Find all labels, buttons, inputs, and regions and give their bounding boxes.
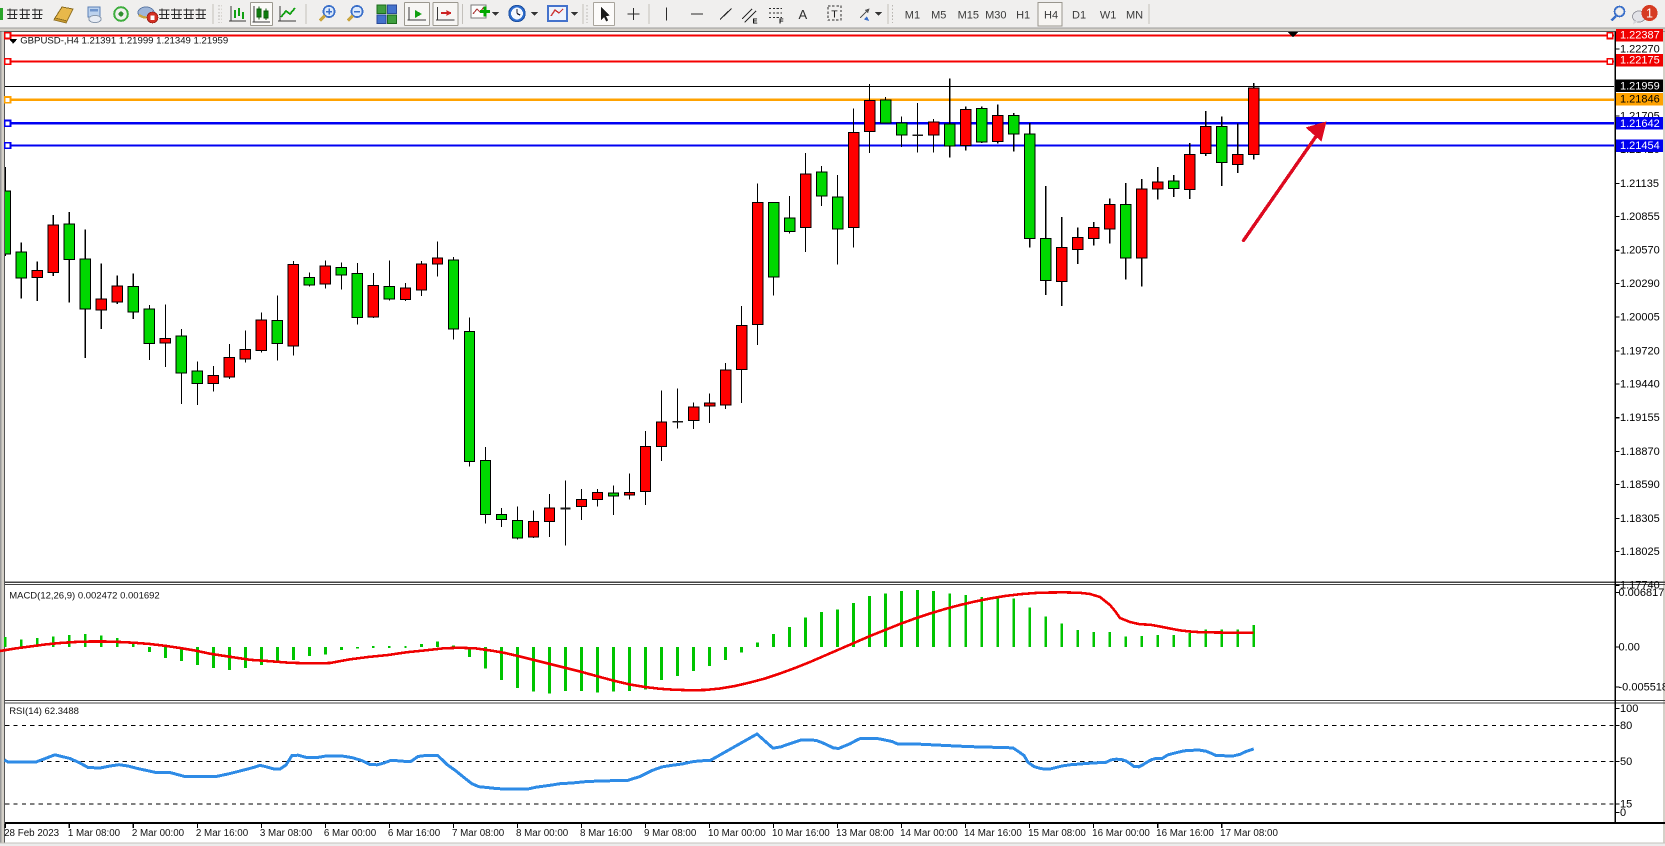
svg-text:1.21959: 1.21959 (1620, 80, 1660, 92)
svg-text:M1: M1 (905, 10, 920, 22)
svg-text:9 Mar 08:00: 9 Mar 08:00 (644, 828, 697, 839)
svg-text:2 Mar 16:00: 2 Mar 16:00 (196, 828, 249, 839)
svg-text:14 Mar 16:00: 14 Mar 16:00 (964, 828, 1022, 839)
svg-text:1.19155: 1.19155 (1620, 412, 1660, 424)
svg-text:8 Mar 00:00: 8 Mar 00:00 (516, 828, 569, 839)
svg-text:8 Mar 16:00: 8 Mar 16:00 (580, 828, 633, 839)
svg-text:RSI(14) 62.3488: RSI(14) 62.3488 (9, 706, 79, 717)
svg-text:1.20855: 1.20855 (1620, 211, 1660, 223)
svg-text:0.006817: 0.006817 (1619, 587, 1665, 599)
svg-text:1.17740: 1.17740 (1620, 580, 1660, 592)
svg-text:80: 80 (1620, 720, 1632, 732)
svg-text:3 Mar 08:00: 3 Mar 08:00 (260, 828, 313, 839)
svg-text:10 Mar 00:00: 10 Mar 00:00 (708, 828, 766, 839)
svg-text:W1: W1 (1100, 10, 1117, 22)
svg-text:13 Mar 08:00: 13 Mar 08:00 (836, 828, 894, 839)
svg-text:E: E (753, 17, 758, 26)
svg-text:10 Mar 16:00: 10 Mar 16:00 (772, 828, 830, 839)
svg-text:1.21642: 1.21642 (1620, 118, 1660, 130)
svg-text:15 Mar 08:00: 15 Mar 08:00 (1028, 828, 1086, 839)
svg-text:15: 15 (1620, 798, 1632, 810)
svg-text:H1: H1 (1016, 10, 1030, 22)
svg-text:1.22175: 1.22175 (1620, 55, 1660, 67)
svg-text:0.00: 0.00 (1619, 641, 1640, 653)
svg-text:6 Mar 16:00: 6 Mar 16:00 (388, 828, 441, 839)
svg-text:1.22270: 1.22270 (1620, 44, 1660, 56)
svg-text:GBPUSD-,H4 1.21391 1.21999 1.: GBPUSD-,H4 1.21391 1.21999 1.21349 1.219… (20, 36, 228, 47)
svg-text:28 Feb 2023: 28 Feb 2023 (4, 828, 60, 839)
svg-text:0: 0 (1620, 807, 1626, 819)
svg-text:6 Mar 00:00: 6 Mar 00:00 (324, 828, 377, 839)
svg-text:1.21846: 1.21846 (1620, 94, 1660, 106)
svg-text:1.19440: 1.19440 (1620, 379, 1660, 391)
svg-text:50: 50 (1620, 756, 1632, 768)
svg-text:1.18870: 1.18870 (1620, 446, 1660, 458)
svg-text:T: T (831, 9, 838, 21)
svg-text:D1: D1 (1072, 10, 1086, 22)
svg-text:F: F (779, 17, 784, 26)
svg-text:MN: MN (1126, 10, 1143, 22)
svg-text:1.20290: 1.20290 (1620, 278, 1660, 290)
svg-text:1.20570: 1.20570 (1620, 245, 1660, 257)
svg-text:-0.005518: -0.005518 (1619, 682, 1665, 694)
svg-text:16 Mar 00:00: 16 Mar 00:00 (1092, 828, 1150, 839)
svg-text:1.22387: 1.22387 (1620, 30, 1660, 42)
svg-text:MACD(12,26,9) 0.002472 0.00169: MACD(12,26,9) 0.002472 0.001692 (9, 591, 160, 602)
svg-text:1.19720: 1.19720 (1620, 345, 1660, 357)
svg-text:A: A (799, 7, 808, 22)
svg-text:100: 100 (1620, 703, 1638, 715)
svg-text:1.21135: 1.21135 (1620, 178, 1659, 190)
svg-text:1.20005: 1.20005 (1620, 312, 1660, 324)
svg-text:7 Mar 08:00: 7 Mar 08:00 (452, 828, 505, 839)
svg-text:16 Mar 16:00: 16 Mar 16:00 (1156, 828, 1214, 839)
svg-text:1: 1 (1646, 6, 1653, 20)
svg-text:1.21454: 1.21454 (1620, 140, 1660, 152)
svg-text:M30: M30 (985, 10, 1006, 22)
svg-text:1 Mar 08:00: 1 Mar 08:00 (68, 828, 121, 839)
svg-text:14 Mar 00:00: 14 Mar 00:00 (900, 828, 958, 839)
svg-text:M15: M15 (958, 10, 979, 22)
svg-text:2 Mar 00:00: 2 Mar 00:00 (132, 828, 185, 839)
svg-text:1.18590: 1.18590 (1620, 479, 1660, 491)
svg-text:M5: M5 (931, 10, 946, 22)
svg-text:H4: H4 (1044, 10, 1058, 22)
svg-text:1.18305: 1.18305 (1620, 513, 1660, 525)
svg-text:17 Mar 08:00: 17 Mar 08:00 (1220, 828, 1278, 839)
svg-text:1.18025: 1.18025 (1620, 546, 1660, 558)
